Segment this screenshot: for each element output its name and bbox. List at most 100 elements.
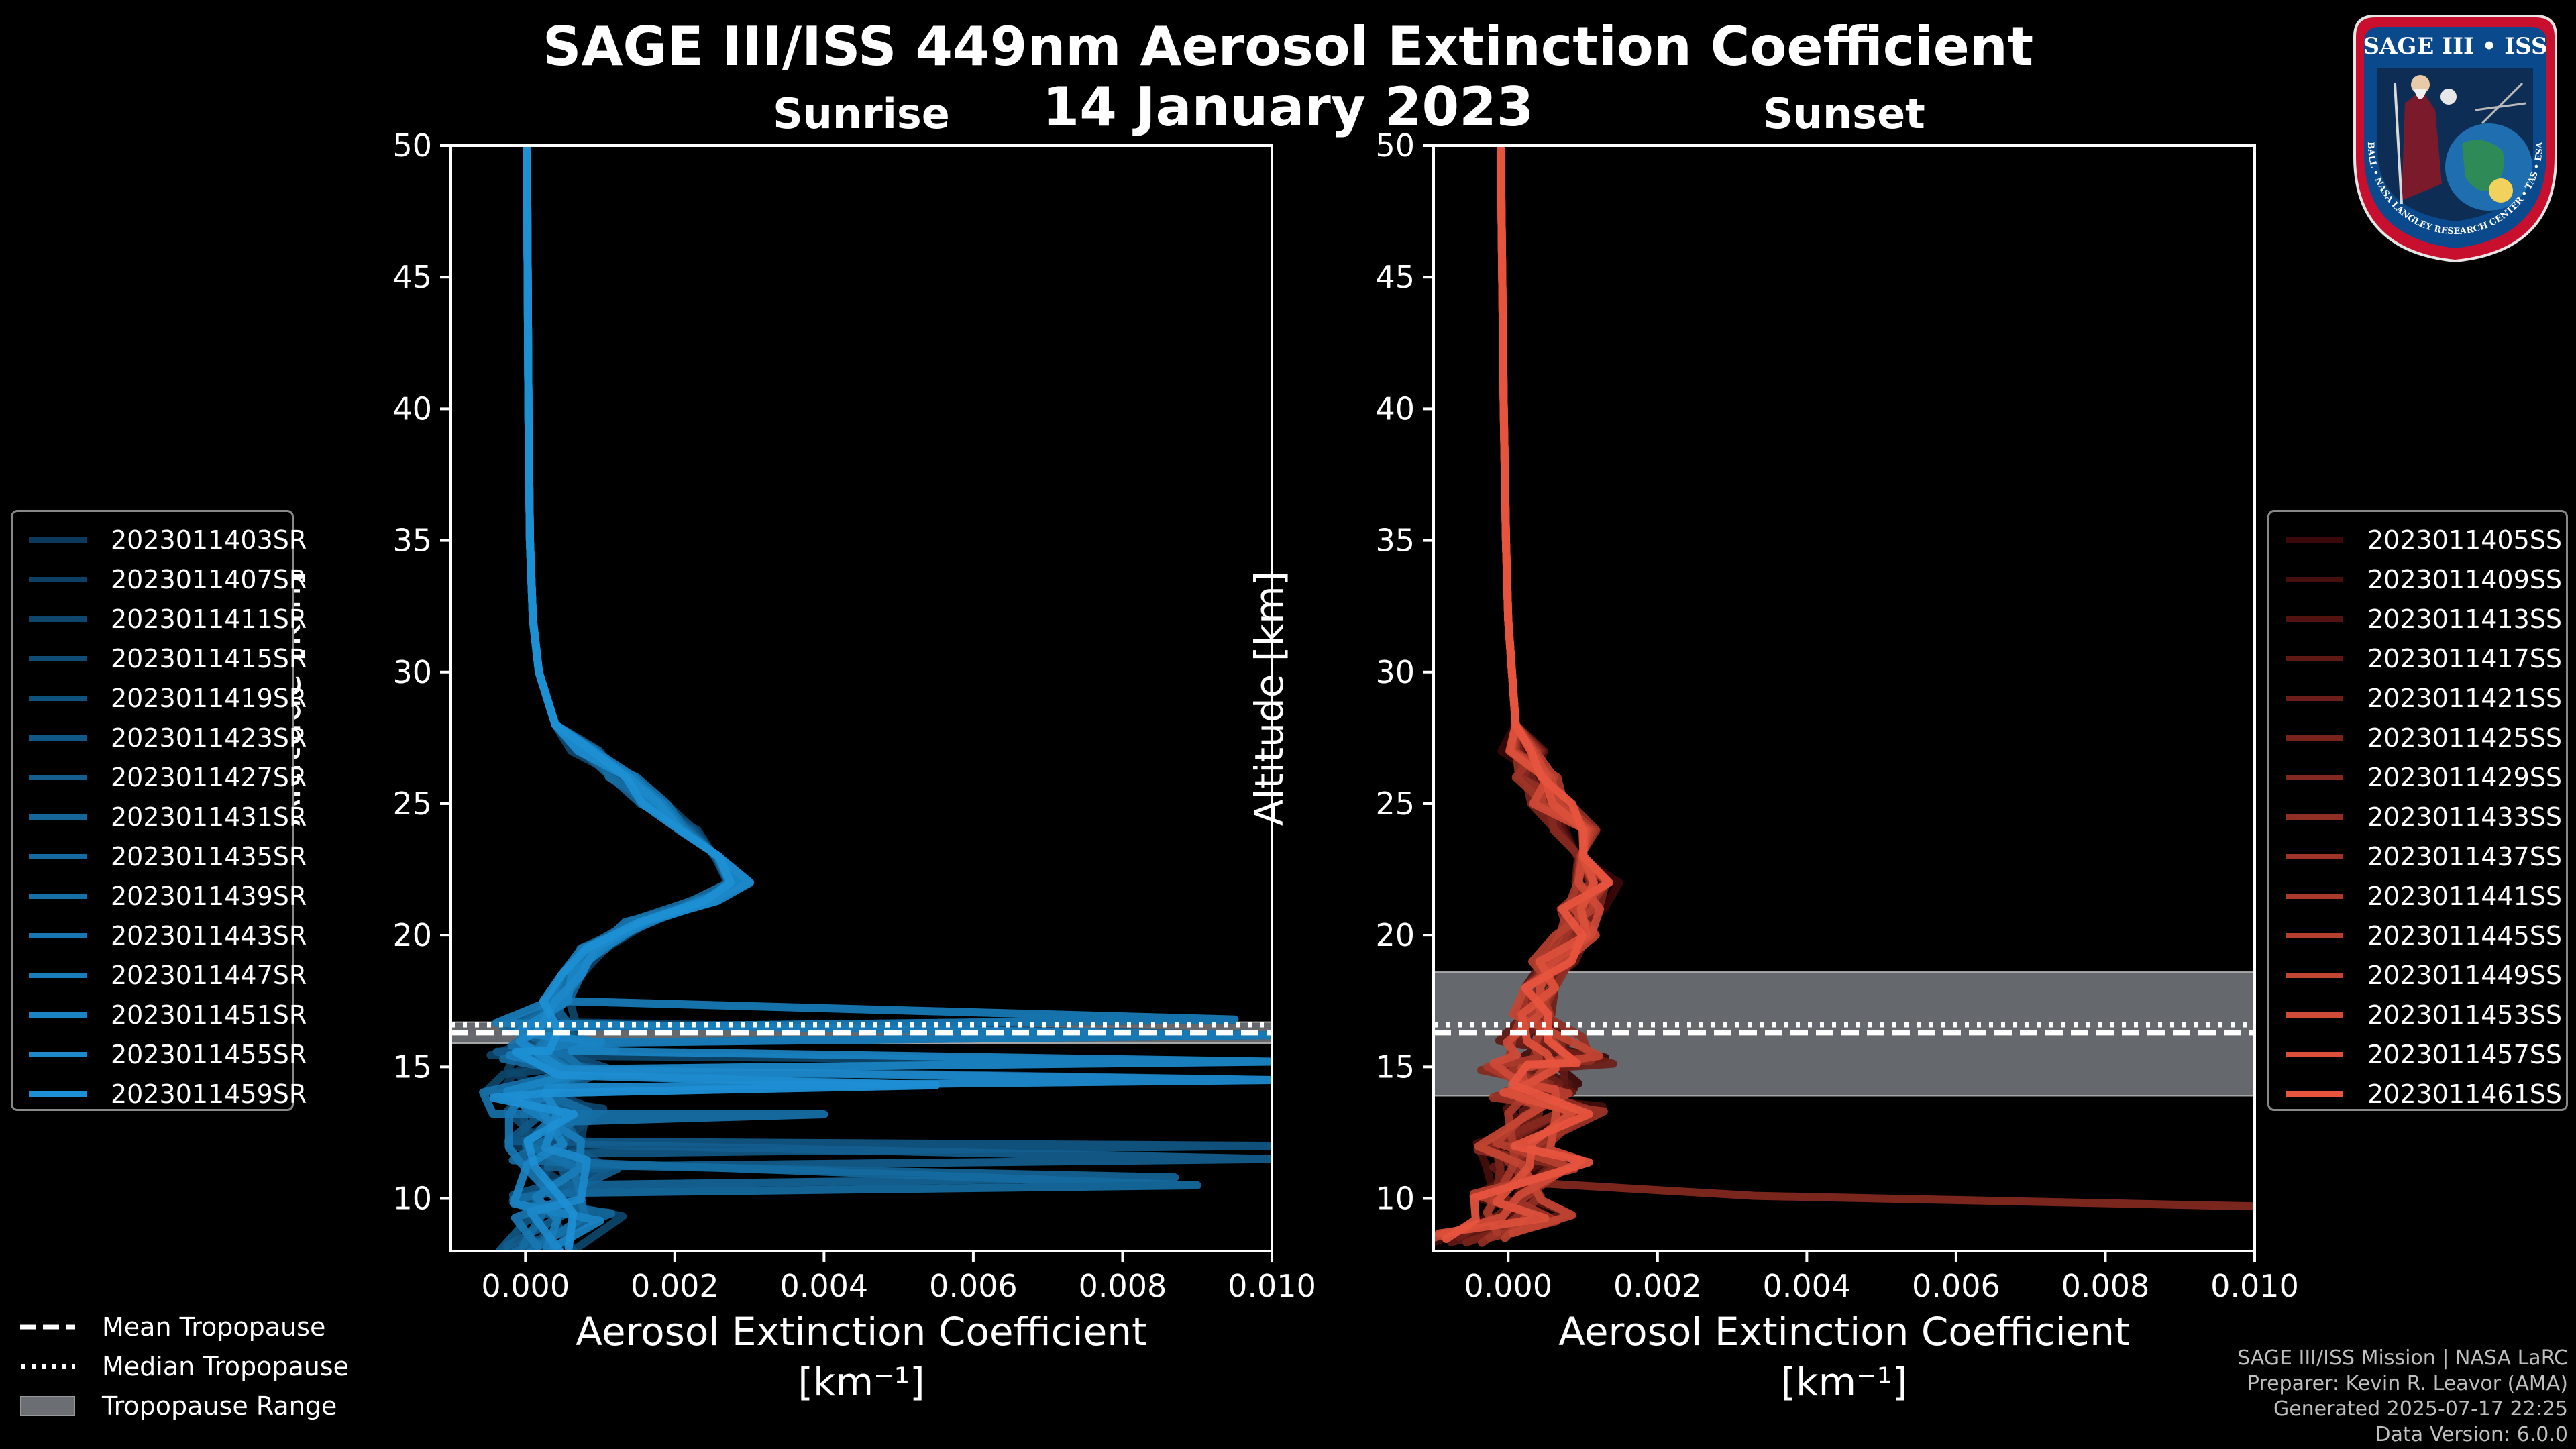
legend-item-label: 2023011417SS xyxy=(2367,643,2563,674)
legend-item-label: 2023011441SS xyxy=(2367,881,2563,911)
legend-item-2023011413SS: 2023011413SS xyxy=(2286,599,2562,639)
legend-item-2023011457SS: 2023011457SS xyxy=(2286,1034,2562,1074)
dotted-line-swatch xyxy=(21,1364,75,1369)
sunset-ytick-label: 10 xyxy=(1375,1181,1415,1217)
mean-tropopause-label: Mean Tropopause xyxy=(102,1312,326,1342)
legend-item-label: 2023011445SS xyxy=(2367,920,2563,951)
legend-item-2023011445SS: 2023011445SS xyxy=(2286,916,2562,955)
legend-item-2023011443SR: 2023011443SR xyxy=(29,916,307,955)
legend-line-swatch xyxy=(29,655,87,661)
legend-item-label: 2023011461SS xyxy=(2367,1079,2563,1109)
sunrise-panel-title: Sunrise xyxy=(773,89,950,138)
sunset-profile-2023011461SS xyxy=(1442,146,1613,1243)
sunrise-ytick-label: 30 xyxy=(392,654,432,690)
tropopause-legend: Mean Tropopause Median Tropopause Tropop… xyxy=(20,1308,382,1442)
sunset-ytick-label: 40 xyxy=(1375,390,1415,427)
sunset-xtick-label: 0.006 xyxy=(1912,1268,2000,1304)
sunrise-ytick-label: 20 xyxy=(392,917,432,953)
legend-item-2023011421SS: 2023011421SS xyxy=(2286,678,2562,718)
legend-item-2023011409SS: 2023011409SS xyxy=(2286,559,2562,599)
legend-line-swatch xyxy=(29,972,87,978)
sunrise-xtick-label: 0.010 xyxy=(1228,1268,1316,1304)
tropopause-range-entry: Tropopause Range xyxy=(20,1387,337,1425)
legend-item-label: 2023011411SR xyxy=(111,604,307,634)
sunrise-xlabel: Aerosol Extinction Coefficient xyxy=(576,1309,1147,1354)
sunset-ytick-label: 25 xyxy=(1375,786,1415,822)
sunset-xtick-label: 0.002 xyxy=(1613,1268,1702,1304)
legend-item-2023011405SS: 2023011405SS xyxy=(2286,520,2562,559)
legend-item-2023011407SR: 2023011407SR xyxy=(29,559,307,599)
legend-item-2023011411SR: 2023011411SR xyxy=(29,599,307,639)
legend-item-label: 2023011433SS xyxy=(2367,802,2563,832)
legend-item-label: 2023011429SS xyxy=(2367,762,2563,792)
sunset-ylabel: Altitude [km] xyxy=(1246,571,1292,826)
footer-version: Data Version: 6.0.0 xyxy=(2375,1423,2568,1446)
gray-patch-swatch xyxy=(20,1396,75,1416)
legend-item-2023011461SS: 2023011461SS xyxy=(2286,1074,2562,1114)
legend-line-swatch xyxy=(2286,537,2343,543)
sunset-profiles xyxy=(1434,146,2255,1247)
sunset-frame xyxy=(1432,144,2256,1252)
logo-title: SAGE III • ISS xyxy=(2363,33,2547,60)
sunset-ytick-label: 50 xyxy=(1375,127,1415,164)
sunset-ytick-label: 45 xyxy=(1375,259,1415,295)
sunrise-ytick-label: 15 xyxy=(392,1049,432,1085)
legend-line-swatch xyxy=(2286,814,2343,820)
legend-item-label: 2023011407SR xyxy=(111,564,307,594)
mean-tropopause-entry: Mean Tropopause xyxy=(20,1308,325,1346)
legend-item-2023011423SR: 2023011423SR xyxy=(29,718,307,757)
legend-item-label: 2023011453SS xyxy=(2367,1000,2563,1030)
legend-line-swatch xyxy=(2286,1091,2343,1097)
legend-item-label: 2023011415SR xyxy=(111,643,307,674)
legend-item-2023011451SR: 2023011451SR xyxy=(29,995,307,1034)
legend-item-label: 2023011419SR xyxy=(111,683,307,713)
median-tropopause-label: Median Tropopause xyxy=(102,1352,349,1381)
legend-item-2023011425SS: 2023011425SS xyxy=(2286,718,2562,757)
legend-line-swatch xyxy=(2286,695,2343,701)
legend-item-label: 2023011403SR xyxy=(111,525,307,555)
sunset-xlabel: Aerosol Extinction Coefficient xyxy=(1558,1309,2130,1354)
legend-item-label: 2023011431SR xyxy=(111,802,307,832)
legend-item-2023011459SR: 2023011459SR xyxy=(29,1074,307,1114)
legend-item-label: 2023011439SR xyxy=(111,881,307,911)
legend-line-swatch xyxy=(2286,1051,2343,1057)
legend-item-label: 2023011443SR xyxy=(111,920,307,951)
sunset-ytick-label: 35 xyxy=(1375,523,1415,559)
legend-line-swatch xyxy=(2286,735,2343,741)
legend-item-2023011437SS: 2023011437SS xyxy=(2286,837,2562,876)
sunrise-ytick-label: 40 xyxy=(392,390,432,427)
sunrise-ytick-label: 10 xyxy=(392,1181,432,1217)
legend-item-label: 2023011455SR xyxy=(111,1039,307,1069)
legend-item-label: 2023011447SR xyxy=(111,960,307,990)
sage-iii-iss-logo: SAGE III • ISS BALL • NASA LANGLEY RESEA… xyxy=(2353,15,2557,263)
chart-date: 14 January 2023 xyxy=(1042,76,1534,138)
legend-item-2023011429SS: 2023011429SS xyxy=(2286,757,2562,797)
sunrise-ytick-label: 25 xyxy=(392,786,432,822)
legend-line-swatch xyxy=(29,695,87,701)
legend-line-swatch xyxy=(2286,1012,2343,1018)
legend-item-label: 2023011425SS xyxy=(2367,722,2563,753)
footer-generated: Generated 2025-07-17 22:25 xyxy=(2273,1397,2568,1421)
sunrise-xtick-label: 0.006 xyxy=(929,1268,1018,1304)
median-tropopause-entry: Median Tropopause xyxy=(20,1348,349,1385)
legend-item-label: 2023011451SR xyxy=(111,1000,307,1030)
sunrise-frame xyxy=(449,144,1273,1252)
sunset-ytick-label: 15 xyxy=(1375,1049,1415,1085)
legend-line-swatch xyxy=(29,932,87,938)
legend-item-2023011453SS: 2023011453SS xyxy=(2286,995,2562,1034)
legend-item-2023011447SR: 2023011447SR xyxy=(29,955,307,995)
legend-item-2023011455SR: 2023011455SR xyxy=(29,1034,307,1074)
legend-line-swatch xyxy=(29,735,87,741)
legend-item-label: 2023011421SS xyxy=(2367,683,2563,713)
legend-line-swatch xyxy=(2286,853,2343,859)
dashed-line-swatch xyxy=(20,1324,75,1330)
sunset-xtick-label: 0.004 xyxy=(1763,1268,1851,1304)
legend-item-label: 2023011449SS xyxy=(2367,960,2563,990)
legend-item-2023011427SR: 2023011427SR xyxy=(29,757,307,797)
footer-preparer: Preparer: Kevin R. Leavor (AMA) xyxy=(2247,1372,2568,1395)
legend-line-swatch xyxy=(2286,774,2343,780)
legend-item-2023011449SS: 2023011449SS xyxy=(2286,955,2562,995)
sunrise-profiles xyxy=(479,146,1272,1251)
legend-item-2023011441SS: 2023011441SS xyxy=(2286,876,2562,916)
